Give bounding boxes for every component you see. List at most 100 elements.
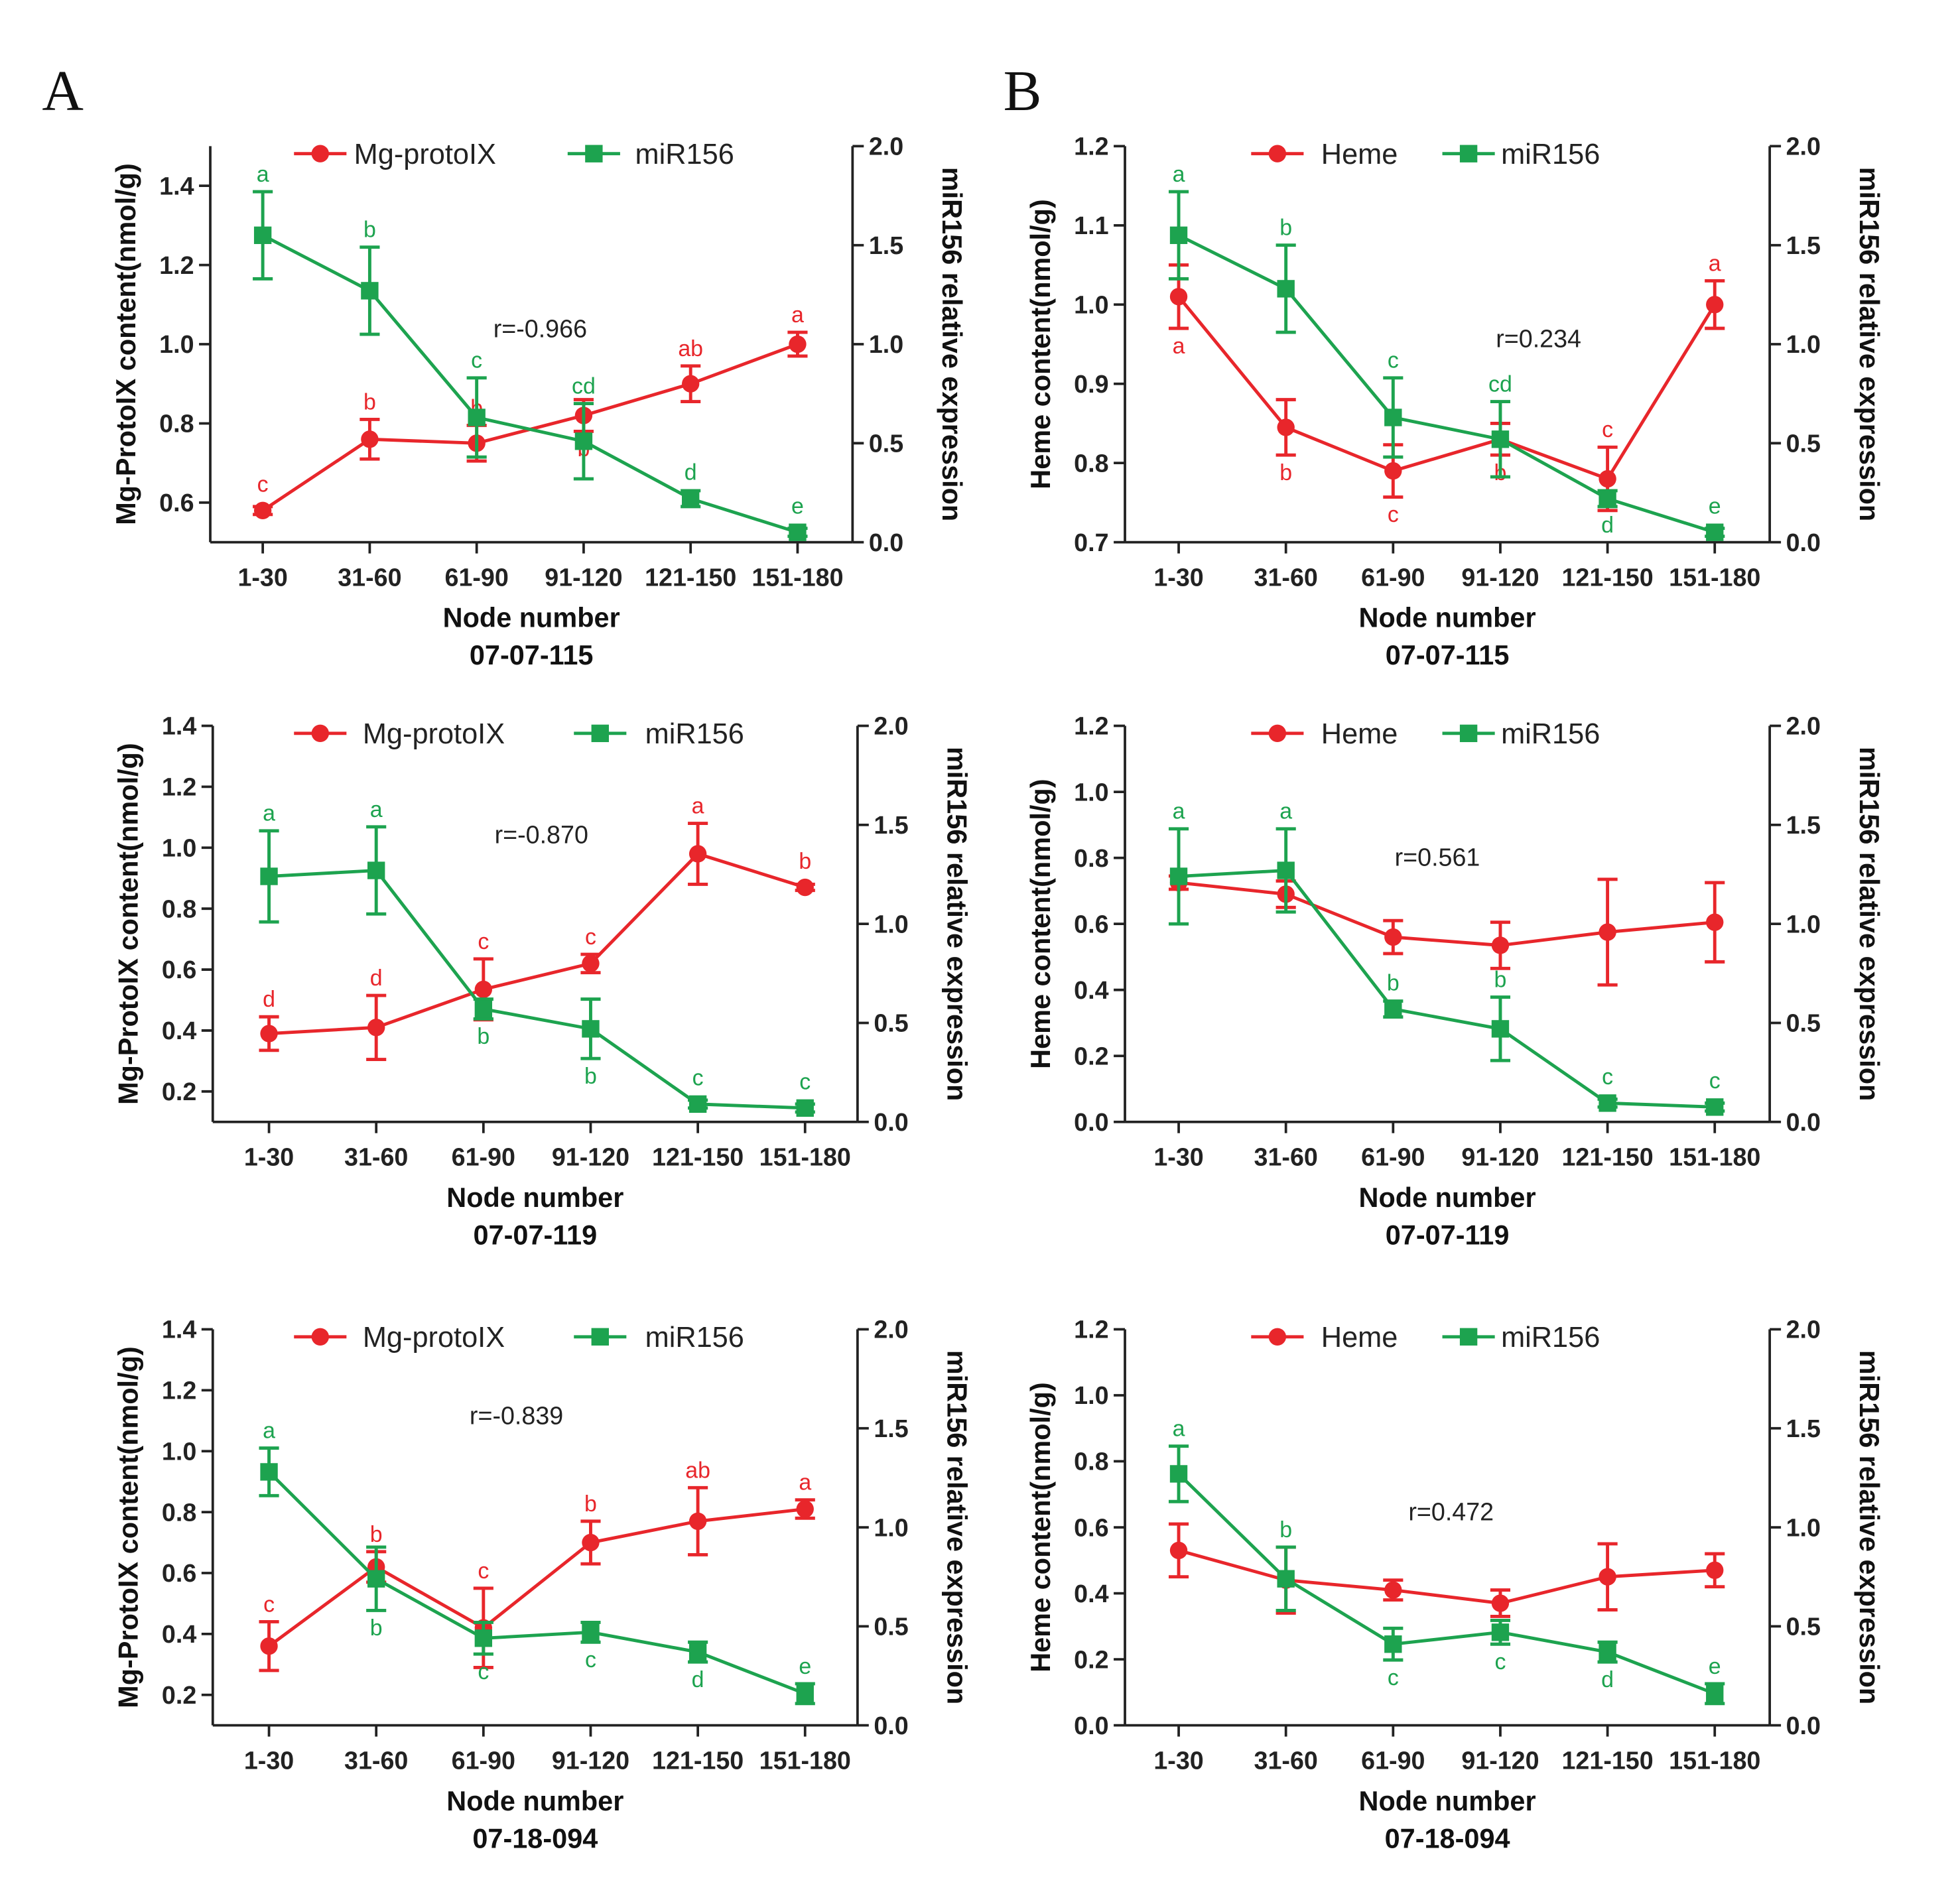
significance-letter: b (370, 1522, 383, 1547)
right-y-axis-title: miR156 relative expression (1854, 167, 1885, 521)
left-tick-label: 1.4 (162, 712, 196, 740)
series-line (261, 342, 799, 512)
legend-label: Heme (1321, 718, 1398, 750)
data-point (1169, 1465, 1188, 1483)
data-point (1599, 470, 1616, 488)
data-point (1599, 1094, 1616, 1112)
left-tick-label: 0.6 (159, 489, 194, 517)
significance-letter: c (799, 1070, 811, 1095)
significance-letter: b (799, 849, 811, 874)
data-point (1706, 913, 1724, 931)
correlation-annotation: r=0.472 (1408, 1498, 1494, 1526)
data-point (468, 409, 486, 426)
data-point (582, 954, 600, 973)
significance-letter: c (1709, 1068, 1721, 1094)
legend-item-heme: Heme (1251, 139, 1398, 170)
data-point (688, 845, 707, 863)
legend-label: miR156 (645, 1322, 744, 1354)
x-tick-label: 1-30 (1153, 1143, 1203, 1171)
x-tick-label: 1-30 (244, 1143, 294, 1171)
right-tick-label: 1.5 (869, 231, 903, 259)
data-point (367, 861, 385, 879)
left-tick-label: 0.8 (1074, 844, 1108, 872)
significance-letter: c (585, 924, 596, 950)
legend-label: Heme (1321, 139, 1398, 170)
data-point (1706, 296, 1724, 314)
significance-letter: a (791, 302, 804, 328)
series-line (1178, 869, 1715, 1109)
data-point (1491, 1594, 1510, 1612)
significance-letter: b (1494, 968, 1507, 993)
significance-letter: a (370, 797, 383, 822)
data-point (1277, 861, 1295, 879)
legend: Mg-protoIX miR156 (294, 718, 744, 750)
legend-label: miR156 (1501, 139, 1600, 170)
left-tick-label: 0.6 (1074, 1513, 1108, 1541)
significance-letter: c (585, 1647, 596, 1673)
data-point (1706, 523, 1724, 541)
x-tick-label: 151-180 (759, 1143, 851, 1171)
legend-marker-square (1459, 145, 1478, 162)
x-axis-title: Node number (446, 1785, 623, 1816)
significance-letter: a (1709, 251, 1721, 276)
data-point (474, 1000, 493, 1018)
x-tick-label: 121-150 (652, 1143, 744, 1171)
left-tick-label: 1.0 (1074, 778, 1108, 806)
x-tick-label: 91-120 (1461, 564, 1539, 592)
legend-item-mir156: miR156 (1442, 139, 1600, 170)
left-tick-label: 0.0 (1074, 1712, 1108, 1739)
correlation-annotation: r=-0.870 (495, 821, 588, 849)
left-tick-label: 0.8 (1074, 449, 1108, 477)
x-axis-title: Node number (1359, 1785, 1536, 1816)
left-tick-label: 0.2 (1074, 1645, 1108, 1673)
right-tick-label: 0.0 (869, 529, 903, 556)
legend-item-mg-protoix: Mg-protoIX (294, 1322, 505, 1354)
legend-marker-circle (311, 1328, 329, 1346)
series-line (269, 869, 805, 1110)
left-tick-label: 1.2 (162, 1377, 196, 1405)
legend-item-mir156: miR156 (1442, 1322, 1600, 1354)
right-tick-label: 0.0 (1786, 1108, 1821, 1136)
right-y-axis-title: miR156 relative expression (942, 1350, 973, 1704)
x-tick-label: 91-120 (552, 1143, 629, 1171)
legend: Heme miR156 (1251, 1322, 1600, 1354)
right-tick-label: 1.0 (869, 330, 903, 358)
left-tick-label: 1.0 (1074, 290, 1108, 318)
x-tick-label: 1-30 (1153, 564, 1203, 592)
series-mir156: a b c cd d e (1168, 162, 1725, 541)
right-y-axis-title: miR156 relative expression (1854, 1350, 1885, 1704)
legend-label: miR156 (1501, 1322, 1600, 1354)
series-mg-protoix: c b c b ab a (259, 1458, 815, 1673)
data-point (1706, 1561, 1724, 1579)
significance-letter: c (1602, 417, 1613, 442)
significance-letter: b (1387, 970, 1400, 995)
right-y-axis-title: miR156 relative expression (942, 747, 973, 1101)
data-point (1384, 1000, 1402, 1018)
right-tick-label: 0.0 (874, 1712, 908, 1739)
left-tick-label: 0.8 (1074, 1448, 1108, 1476)
significance-letter: c (263, 1592, 275, 1617)
left-tick-label: 0.4 (162, 1620, 196, 1648)
series-line (1177, 1472, 1716, 1696)
x-tick-label: 1-30 (237, 564, 287, 592)
significance-letter: b (1279, 460, 1292, 485)
left-tick-label: 0.4 (1074, 1580, 1108, 1608)
x-axis-title: Node number (446, 1182, 623, 1213)
series-line (269, 852, 806, 1035)
data-point (1169, 867, 1188, 885)
data-point (1706, 1098, 1724, 1116)
legend-item-mir156: miR156 (574, 1322, 744, 1354)
chart-subtitle: 07-07-115 (470, 639, 594, 670)
series-line (262, 233, 799, 535)
data-point (789, 523, 807, 541)
right-tick-label: 0.5 (874, 1009, 908, 1037)
right-tick-label: 1.0 (1786, 330, 1821, 358)
left-tick-label: 0.7 (1074, 529, 1108, 556)
series-mir156: a a b b c c (259, 797, 815, 1117)
data-point (682, 375, 700, 393)
x-tick-label: 31-60 (1254, 1747, 1318, 1775)
chart-panel-2: 0.7 0.8 0.9 1.0 1.1 1.2 0.0 0.5 1.0 1.5 2.0 1-30 31-… (1025, 133, 1885, 671)
legend: Heme miR156 (1251, 718, 1600, 750)
series-line (268, 1507, 806, 1648)
data-point (1491, 430, 1510, 448)
